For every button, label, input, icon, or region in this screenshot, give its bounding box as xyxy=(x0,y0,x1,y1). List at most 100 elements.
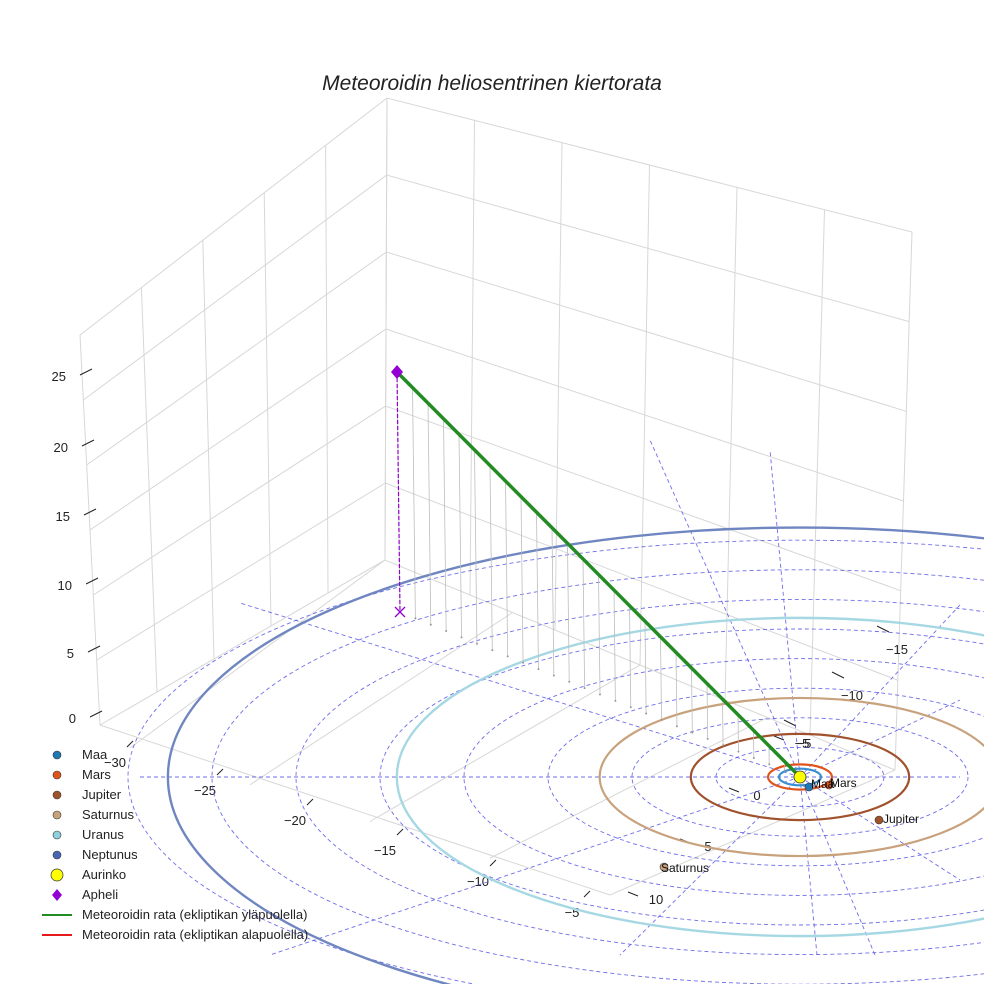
z-tick-label: 15 xyxy=(56,509,70,524)
y2-tick-mark xyxy=(877,626,889,632)
drop-foot xyxy=(461,636,463,638)
trajectory-above-ecliptic xyxy=(397,372,800,777)
legend-item-aurinko[interactable]: Aurinko xyxy=(40,865,308,885)
drop-foot xyxy=(430,624,432,626)
diamond-marker-icon xyxy=(40,888,74,902)
x-tick-label: 10 xyxy=(649,892,663,907)
grid-line xyxy=(83,175,909,400)
drop-line xyxy=(599,575,601,695)
drop-line xyxy=(506,481,508,656)
drop-foot xyxy=(645,713,647,715)
y2-tick-mark xyxy=(832,672,844,678)
z-tick-label: 10 xyxy=(58,578,72,593)
z-tick-mark xyxy=(90,711,102,717)
circle-marker-icon xyxy=(40,848,74,862)
legend-label: Meteoroidin rata (ekliptikan alapuolella… xyxy=(82,928,308,942)
ecliptic-spoke xyxy=(650,440,800,777)
z-tick-mark xyxy=(88,646,100,652)
x-tick-mark xyxy=(729,788,739,792)
drop-line xyxy=(630,606,631,708)
y-tick-label: −15 xyxy=(374,843,396,858)
legend-item-trajectory-below[interactable]: Meteoroidin rata (ekliptikan alapuolella… xyxy=(40,925,308,945)
circle-marker-icon xyxy=(40,828,74,842)
drop-line xyxy=(459,434,462,637)
drop-line xyxy=(444,419,447,631)
drop-line xyxy=(552,528,554,676)
drop-foot xyxy=(522,662,524,664)
drop-foot xyxy=(537,668,539,670)
drop-line xyxy=(661,637,662,720)
legend-item-jupiter[interactable]: Jupiter xyxy=(40,785,308,805)
grid-line xyxy=(97,483,898,680)
chart-title: Meteoroidin heliosentrinen kiertorata xyxy=(0,72,984,96)
sun-marker xyxy=(794,771,806,783)
grid-line xyxy=(90,329,904,530)
z-tick-label: 25 xyxy=(52,369,66,384)
drop-foot xyxy=(553,674,555,676)
z-tick-mark xyxy=(86,578,98,584)
legend-label: Maa xyxy=(82,748,107,762)
legend-item-mars[interactable]: Mars xyxy=(40,765,308,785)
z-tick-mark xyxy=(84,509,96,515)
ecliptic-spoke xyxy=(620,777,800,955)
legend-item-trajectory-above[interactable]: Meteoroidin rata (ekliptikan yläpuolella… xyxy=(40,905,308,925)
grid-line xyxy=(100,560,895,770)
drop-foot xyxy=(661,719,663,721)
drop-foot xyxy=(737,751,739,753)
drop-foot xyxy=(568,681,570,683)
red-line-icon xyxy=(40,928,74,942)
z-tick-mark xyxy=(82,440,94,446)
z-tick-label: 5 xyxy=(67,646,74,661)
ecliptic-spoke xyxy=(800,605,960,777)
y2-tick-label: −5 xyxy=(797,736,812,751)
drop-line xyxy=(707,684,708,739)
grid-line xyxy=(370,665,640,822)
drop-foot xyxy=(768,763,770,765)
legend-item-neptunus[interactable]: Neptunus xyxy=(40,845,308,865)
drop-foot xyxy=(707,738,709,740)
grid-line xyxy=(93,406,900,595)
legend-item-apheli[interactable]: Apheli xyxy=(40,885,308,905)
drop-foot xyxy=(445,630,447,632)
legend-label: Meteoroidin rata (ekliptikan yläpuolella… xyxy=(82,908,307,922)
drop-foot xyxy=(691,732,693,734)
drop-line xyxy=(614,590,615,701)
drop-foot xyxy=(491,649,493,651)
drop-line xyxy=(521,497,523,663)
drop-foot xyxy=(599,694,601,696)
y-tick-mark xyxy=(397,829,403,835)
x-tick-mark xyxy=(628,892,638,896)
drop-foot xyxy=(753,757,755,759)
z-tick-label: 20 xyxy=(54,440,68,455)
sun-marker-icon xyxy=(40,868,74,882)
circle-marker-icon xyxy=(40,788,74,802)
legend-label: Jupiter xyxy=(82,788,121,802)
grid-line xyxy=(87,252,907,465)
circle-marker-icon xyxy=(40,808,74,822)
drop-foot xyxy=(614,700,616,702)
legend-label: Saturnus xyxy=(82,808,134,822)
drop-line xyxy=(583,559,585,688)
y-tick-mark xyxy=(584,891,590,897)
legend-item-maa[interactable]: Maa xyxy=(40,745,308,765)
ecliptic-spoke xyxy=(770,450,800,777)
drop-foot xyxy=(476,643,478,645)
legend-label: Uranus xyxy=(82,828,124,842)
drop-line xyxy=(428,403,431,625)
drop-foot xyxy=(507,655,509,657)
legend-label: Apheli xyxy=(82,888,118,902)
drop-foot xyxy=(584,687,586,689)
grid-line xyxy=(130,560,385,748)
legend-label: Mars xyxy=(82,768,111,782)
grid-line xyxy=(490,718,768,859)
drop-line xyxy=(413,388,416,619)
ecliptic-spoke xyxy=(800,700,960,777)
drop-line xyxy=(537,512,539,669)
legend-item-uranus[interactable]: Uranus xyxy=(40,825,308,845)
y2-tick-label: −15 xyxy=(886,642,908,657)
drop-line xyxy=(490,465,492,650)
legend-item-saturnus[interactable]: Saturnus xyxy=(40,805,308,825)
drop-line xyxy=(692,668,693,733)
drop-foot xyxy=(414,617,416,619)
drop-foot xyxy=(784,770,786,772)
